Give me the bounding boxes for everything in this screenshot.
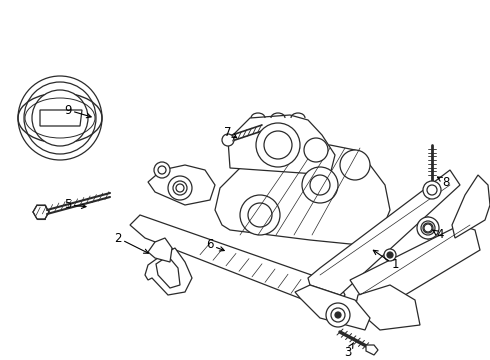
Polygon shape <box>148 165 215 205</box>
Polygon shape <box>295 285 370 330</box>
Text: 8: 8 <box>438 175 450 189</box>
Circle shape <box>417 217 439 239</box>
Polygon shape <box>418 217 438 239</box>
Text: 2: 2 <box>114 231 148 253</box>
Polygon shape <box>145 248 192 295</box>
Polygon shape <box>452 175 490 238</box>
Circle shape <box>421 221 435 235</box>
Circle shape <box>158 166 166 174</box>
Circle shape <box>326 303 350 327</box>
Circle shape <box>427 185 437 195</box>
Circle shape <box>32 90 88 146</box>
Polygon shape <box>148 238 172 262</box>
Circle shape <box>423 181 441 199</box>
Circle shape <box>331 308 345 322</box>
Circle shape <box>387 252 393 258</box>
Circle shape <box>256 123 300 167</box>
Text: 4: 4 <box>433 229 444 242</box>
Polygon shape <box>308 170 460 295</box>
Circle shape <box>302 167 338 203</box>
Circle shape <box>168 176 192 200</box>
Circle shape <box>176 184 184 192</box>
Circle shape <box>264 131 292 159</box>
Polygon shape <box>130 215 345 310</box>
Text: 7: 7 <box>224 126 237 139</box>
Circle shape <box>24 82 96 154</box>
Text: 1: 1 <box>373 250 399 271</box>
Circle shape <box>154 162 170 178</box>
Text: 6: 6 <box>206 238 224 252</box>
Polygon shape <box>228 115 335 175</box>
Circle shape <box>310 175 330 195</box>
Circle shape <box>384 249 396 261</box>
Polygon shape <box>350 225 480 310</box>
Circle shape <box>423 223 433 233</box>
Circle shape <box>335 312 341 318</box>
Text: 5: 5 <box>64 198 86 211</box>
Polygon shape <box>33 205 49 219</box>
Circle shape <box>304 138 328 162</box>
Circle shape <box>173 181 187 195</box>
Polygon shape <box>366 345 378 355</box>
Circle shape <box>18 76 102 160</box>
Polygon shape <box>156 256 180 288</box>
Circle shape <box>424 224 432 232</box>
Text: 9: 9 <box>64 104 91 118</box>
Circle shape <box>340 150 370 180</box>
Circle shape <box>222 134 234 146</box>
Polygon shape <box>355 285 420 330</box>
Circle shape <box>240 195 280 235</box>
Polygon shape <box>40 110 82 126</box>
Text: 3: 3 <box>344 343 353 359</box>
Circle shape <box>248 203 272 227</box>
Polygon shape <box>215 145 390 245</box>
